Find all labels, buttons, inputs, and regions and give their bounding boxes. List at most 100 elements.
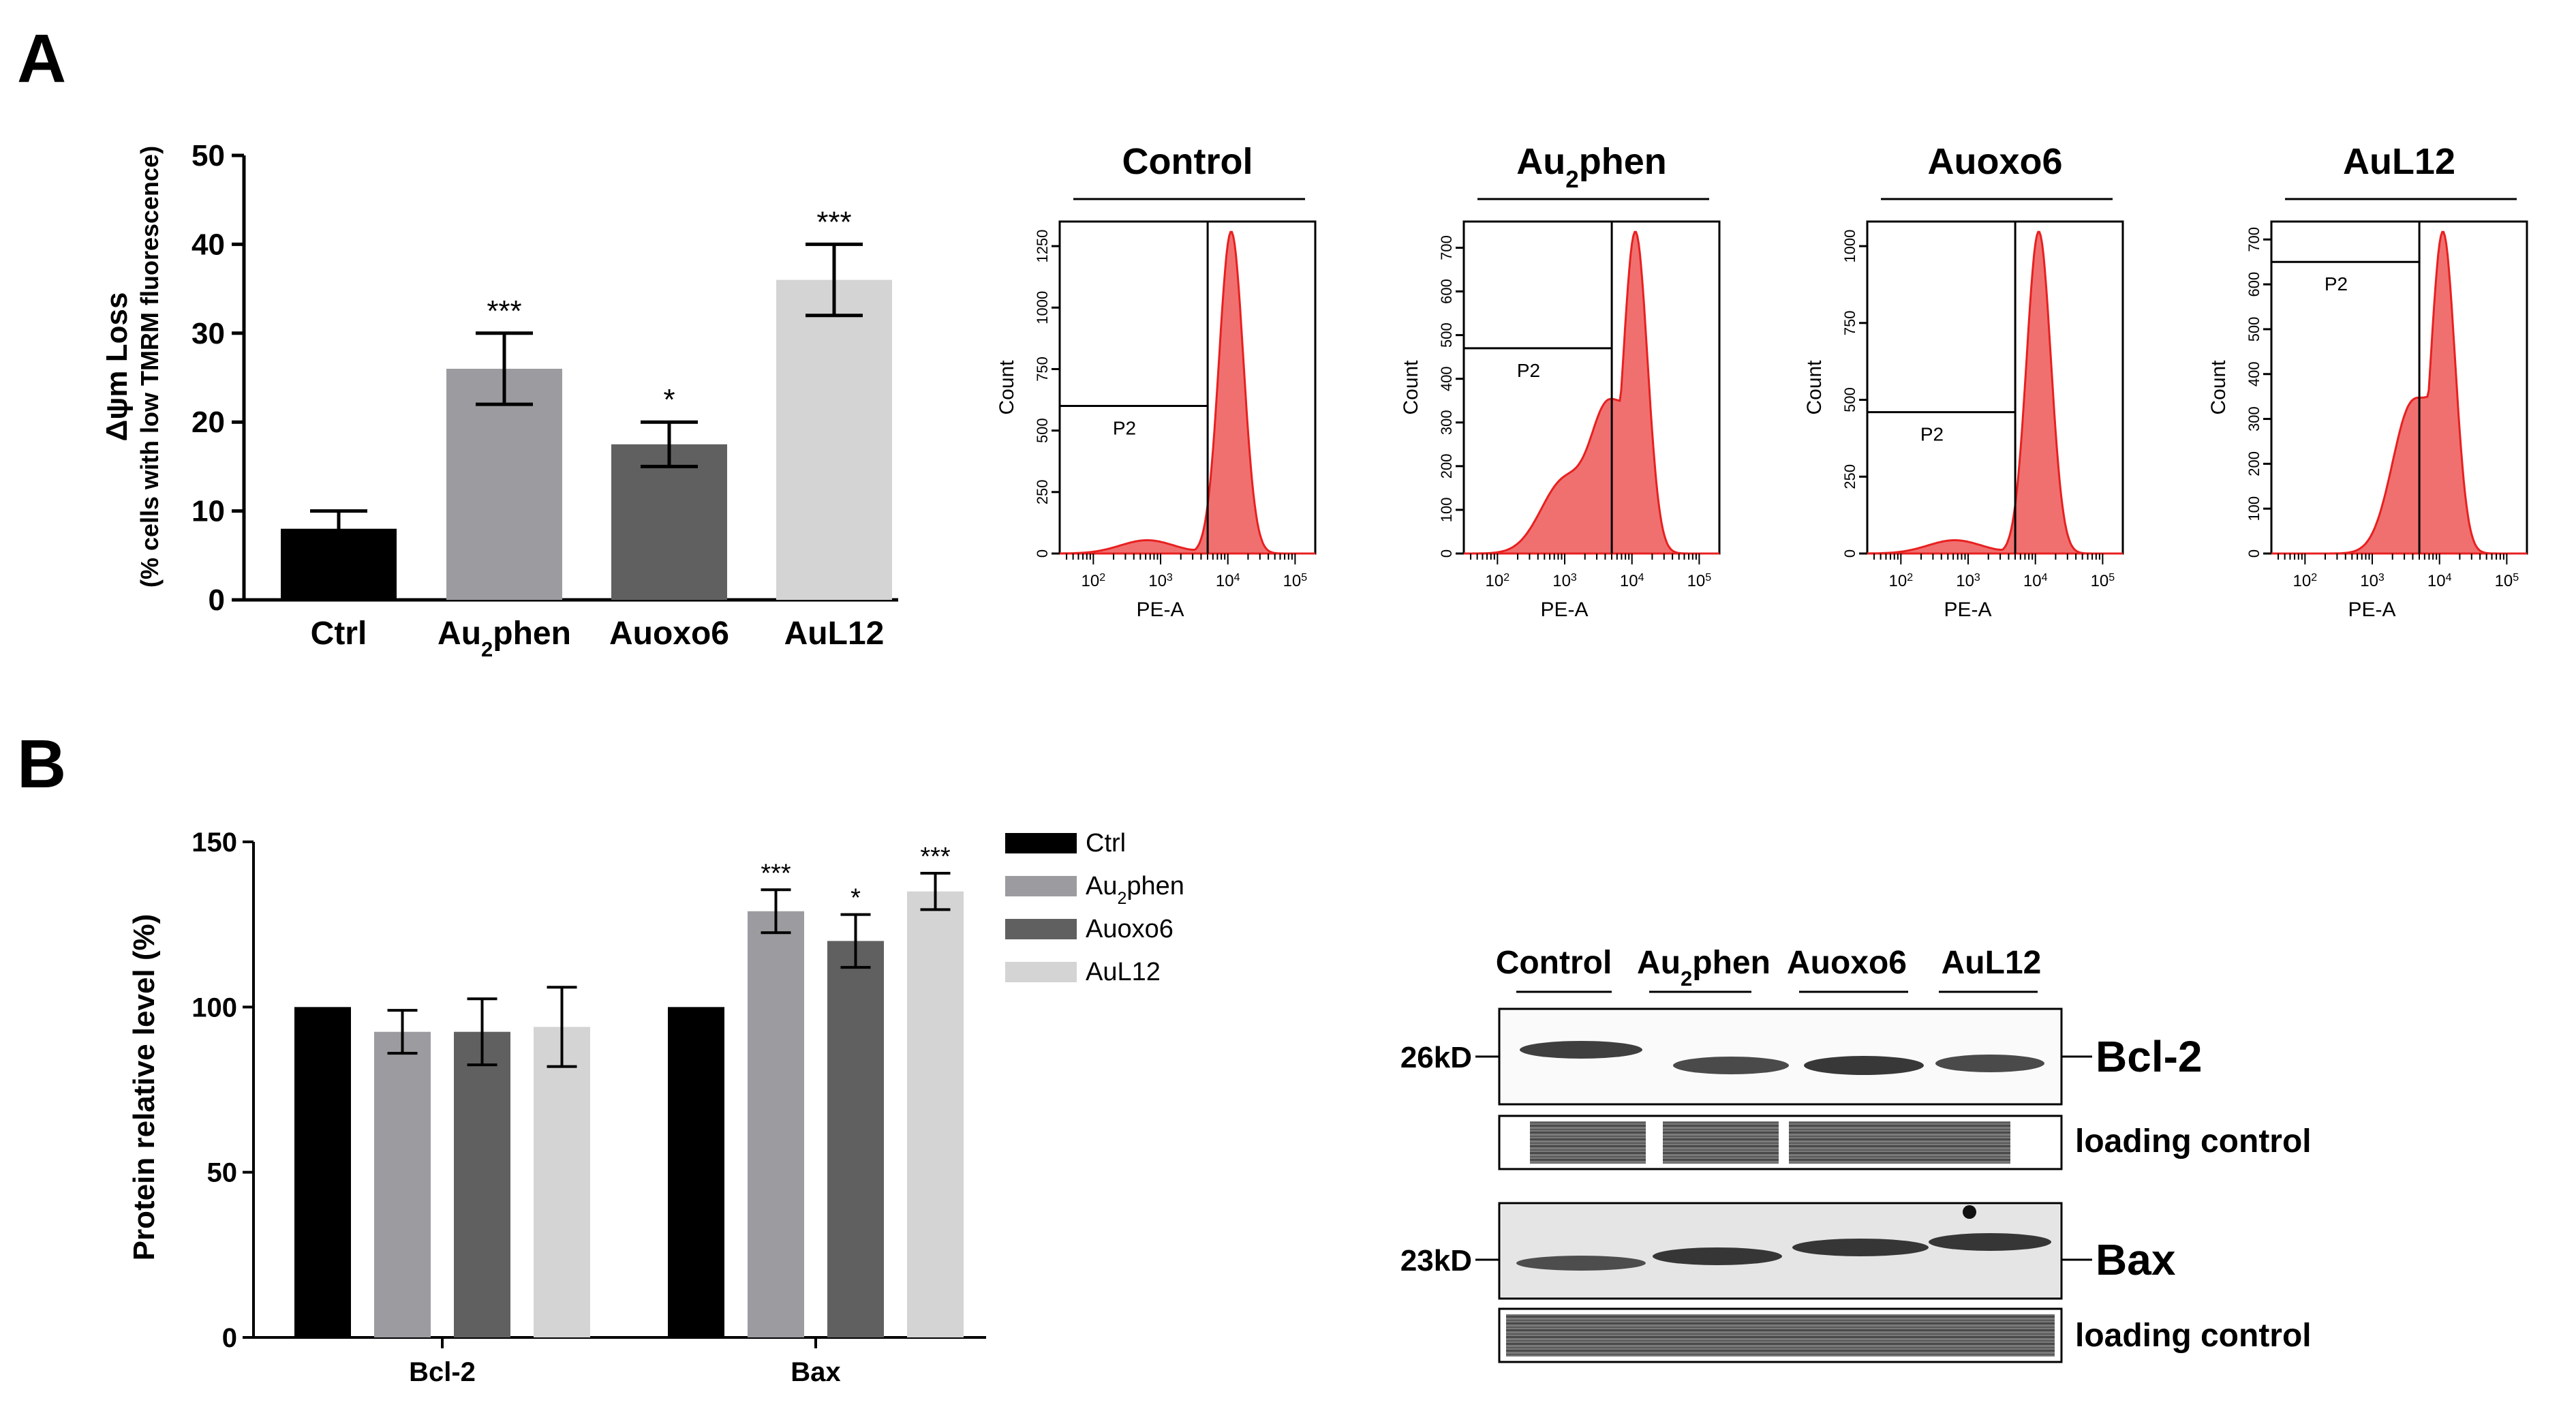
histogram-ytick-label: 0 — [1034, 549, 1051, 558]
histogram-ytick-label: 0 — [1841, 549, 1858, 558]
histogram-ytick-label: 600 — [2245, 272, 2263, 297]
chart-a-bars: ******* — [281, 205, 892, 600]
histogram-ytick-label: 750 — [1841, 310, 1858, 335]
chart-b-ytick-label: 50 — [207, 1158, 238, 1188]
chart-b-ytick-label: 150 — [191, 828, 237, 858]
histogram-ytick-label: 500 — [1438, 322, 1455, 348]
histogram-ytick-label: 1000 — [1034, 291, 1051, 324]
chart-a-category-label: AuL12 — [784, 616, 885, 652]
chart-b-bar — [907, 891, 964, 1337]
blot-lane-label: AuL12 — [1942, 945, 2042, 981]
histogram-ytick-label: 1000 — [1841, 230, 1858, 263]
histogram-gate-label: P2 — [2325, 273, 2348, 294]
histogram-gate-label: P2 — [1517, 360, 1540, 381]
histogram-xlabel: PE-A — [1136, 599, 1184, 621]
histogram-ytick-label: 300 — [2245, 406, 2263, 431]
histogram-ytick-label: 200 — [1438, 453, 1455, 479]
chart-a-bar — [611, 444, 727, 600]
histogram-ytick-label: 100 — [1438, 498, 1455, 523]
histogram-ylabel: Count — [1803, 360, 1826, 415]
histogram-xtick-label: 105 — [2091, 572, 2115, 591]
chart-a-ytick-label: 20 — [191, 406, 225, 439]
blot-label-bax: Bax — [2096, 1235, 2176, 1284]
histogram-ytick-label: 700 — [1438, 235, 1455, 260]
chart-b-protein-levels: Protein relative level (%) 0 50 100 150 Bcl-… — [127, 828, 1184, 1387]
histogram-ytick-label: 250 — [1841, 464, 1858, 489]
histogram-ytick-label: 300 — [1438, 410, 1455, 435]
chart-b-bar — [294, 1007, 351, 1337]
histogram-panel: AuL12 P2 0 100 200 300 400 500 600 700 Count 102 103… — [2207, 141, 2528, 621]
histogram-ytick-label: 500 — [1841, 387, 1858, 412]
blot-label-loading-control-1: loading control — [2075, 1123, 2312, 1160]
chart-a-category-label: Ctrl — [311, 616, 367, 652]
chart-a-mitochondrial-potential: Δψm Loss (% cells with low TMRM fluoresc… — [100, 139, 898, 661]
panel-label-b: B — [17, 726, 66, 802]
histogram-title: Auoxo6 — [1927, 141, 2062, 182]
histogram-ytick-label: 400 — [2245, 361, 2263, 387]
blot-bcl2-band-3 — [1804, 1056, 1924, 1075]
chart-b-bar — [374, 1031, 431, 1337]
blot-lane-label: Control — [1496, 945, 1612, 981]
histogram-ytick-label: 500 — [1034, 418, 1051, 443]
histogram-ytick-label: 0 — [2245, 549, 2263, 558]
blot-lane-headers: Control Au2phen Auoxo6 AuL12 — [1496, 945, 2042, 993]
blot-marker-26kd: 26kD — [1400, 1041, 1472, 1074]
histogram-frame — [1866, 220, 2124, 555]
chart-b-bars: ******* — [294, 843, 964, 1337]
blot-bax-band-2 — [1653, 1247, 1782, 1265]
histogram-panel: Auoxo6 P2 0 250 500 750 1000 Count 102 103 104 105 P… — [1803, 141, 2124, 621]
histogram-ylabel: Count — [2207, 360, 2230, 415]
chart-a-ytick-label: 10 — [191, 495, 225, 528]
histogram-panel: Control P2 0 250 500 750 1000 1250 Count 102 103 10… — [996, 141, 1317, 621]
histogram-xtick-label: 104 — [1216, 572, 1240, 591]
histogram-xtick-label: 104 — [2427, 572, 2452, 591]
chart-a-ytick-label: 50 — [191, 139, 225, 172]
histogram-ytick-label: 500 — [2245, 317, 2263, 342]
chart-b-legend-label: Auoxo6 — [1086, 915, 1174, 943]
histogram-xtick-label: 103 — [1552, 572, 1577, 591]
histogram-ylabel: Count — [1400, 360, 1422, 415]
histogram-distribution — [1866, 230, 2123, 555]
chart-a-significance: *** — [816, 205, 851, 239]
histogram-xtick-label: 103 — [1148, 572, 1173, 591]
chart-a-bar — [776, 279, 892, 600]
western-blot: Control Au2phen Auoxo6 AuL12 26kD Bcl-2 loa… — [1400, 945, 2312, 1363]
histogram-distribution — [2271, 230, 2527, 555]
chart-b-legend: Ctrl Au2phen Auoxo6 AuL12 — [1005, 829, 1184, 986]
histogram-xlabel: PE-A — [2348, 599, 2395, 621]
histogram-ylabel: Count — [996, 360, 1018, 415]
histogram-ytick-label: 750 — [1034, 357, 1051, 382]
blot-lane-label: Au2phen — [1637, 945, 1770, 990]
histogram-xtick-label: 104 — [2023, 572, 2048, 591]
histogram-frame — [1058, 220, 1317, 555]
chart-a-ytick-label: 0 — [209, 584, 225, 617]
chart-b-significance: *** — [920, 843, 951, 871]
histogram-xtick-label: 102 — [2293, 572, 2318, 591]
chart-b-ylabel: Protein relative level (%) — [127, 914, 161, 1261]
chart-a-significance: *** — [487, 294, 521, 328]
blot-marker-23kd: 23kD — [1400, 1244, 1472, 1277]
chart-b-ytick-label: 100 — [191, 993, 237, 1022]
histogram-panel: Au2phen P2 0 100 200 300 400 500 600 700 Count 102 1… — [1400, 141, 1721, 621]
histogram-xtick-label: 103 — [2360, 572, 2385, 591]
histogram-xtick-label: 105 — [1687, 572, 1712, 591]
blot-bax-band-1 — [1516, 1256, 1646, 1271]
chart-b-bar — [454, 1031, 510, 1337]
chart-b-bar — [668, 1007, 724, 1337]
histogram-xtick-label: 103 — [1956, 572, 1980, 591]
blot-lane-label: Auoxo6 — [1787, 945, 1907, 981]
histogram-xtick-label: 102 — [1889, 572, 1914, 591]
chart-b-legend-swatch — [1005, 833, 1077, 853]
histogram-xlabel: PE-A — [1944, 599, 1991, 621]
blot-bcl2-band-1 — [1520, 1041, 1642, 1059]
histogram-ytick-label: 700 — [2245, 227, 2263, 252]
blot-bax-band-3 — [1792, 1239, 1929, 1256]
chart-b-legend-swatch — [1005, 919, 1077, 939]
chart-b-ytick-label: 0 — [222, 1323, 237, 1353]
chart-b-category-label: Bax — [791, 1357, 840, 1387]
chart-b-significance: *** — [761, 859, 791, 888]
blot-loading-2-lanes — [1506, 1314, 2055, 1357]
chart-a-category-labels: Ctrl Au2phen Auoxo6 AuL12 — [311, 616, 885, 661]
histogram-distribution — [1464, 230, 1719, 555]
